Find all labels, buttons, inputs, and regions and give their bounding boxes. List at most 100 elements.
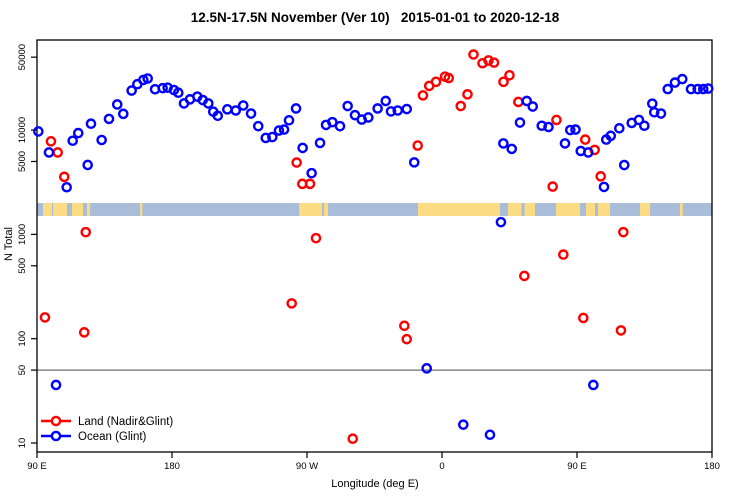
y-tick-label: 5000	[17, 151, 28, 172]
x-axis-title: Longitude (deg E)	[331, 478, 419, 490]
scatter-point-ocean	[33, 126, 44, 137]
scatter-point-ocean	[157, 82, 168, 94]
scatter-point-land	[59, 171, 70, 183]
legend-marker	[50, 430, 62, 442]
scatter-point-ocean	[614, 122, 625, 134]
scatter-point-land	[45, 136, 57, 147]
legend-label: Ocean (Glint)	[78, 431, 147, 443]
scatter-point-land	[455, 100, 467, 112]
scatter-point-ocean	[342, 100, 353, 112]
scatter-point-ocean	[363, 112, 374, 123]
scatter-point-land	[519, 270, 530, 282]
scatter-point-ocean	[306, 167, 317, 179]
map-band-land	[299, 202, 322, 217]
scatter-point-ocean	[598, 181, 610, 193]
scatter-point-ocean	[126, 85, 137, 96]
scatter-point-ocean	[85, 118, 97, 130]
scatter-point-land	[347, 433, 359, 444]
scatter-point-land	[468, 49, 479, 60]
scatter-point-ocean	[202, 98, 214, 109]
scatter-point-ocean	[314, 137, 326, 149]
scatter-point-ocean	[506, 143, 518, 155]
map-band-land	[53, 202, 67, 217]
legend-marker	[50, 415, 62, 427]
scatter-point-land	[483, 55, 494, 66]
scatter-point-ocean	[267, 131, 278, 143]
scatter-point-land	[417, 90, 429, 101]
scatter-point-ocean	[230, 105, 242, 116]
map-band-land	[640, 202, 651, 217]
scatter-point-ocean	[527, 101, 539, 112]
scatter-point-land	[430, 76, 442, 88]
map-band-land	[586, 202, 595, 217]
scatter-point-land	[513, 96, 524, 108]
scatter-point-land	[39, 312, 51, 323]
scatter-point-land	[595, 171, 607, 182]
scatter-point-ocean	[172, 87, 184, 99]
scatter-point-ocean	[559, 138, 571, 149]
scatter-point-ocean	[648, 106, 660, 118]
scatter-point-ocean	[283, 115, 295, 126]
scatter-point-ocean	[521, 95, 533, 107]
scatter-point-ocean	[103, 113, 115, 125]
map-band-land	[71, 202, 84, 217]
scatter-point-ocean	[605, 130, 617, 142]
scatter-point-ocean	[142, 73, 153, 84]
x-tick-label: 0	[439, 461, 444, 472]
scatter-point-ocean	[252, 120, 264, 132]
scatter-point-ocean	[698, 83, 709, 95]
scatter-point-land	[488, 57, 500, 68]
x-tick-label: 180	[164, 461, 180, 472]
scatter-point-land	[412, 140, 424, 151]
scatter-point-ocean	[334, 120, 346, 132]
scatter-point-land	[615, 325, 627, 336]
scatter-point-land	[401, 333, 413, 345]
scatter-point-ocean	[662, 83, 674, 95]
scatter-point-ocean	[260, 132, 272, 144]
map-band-land	[508, 202, 522, 217]
scatter-point-land	[443, 72, 455, 84]
scatter-point-ocean	[647, 98, 658, 109]
scatter-point-ocean	[639, 120, 650, 132]
scatter-point-ocean	[408, 157, 420, 168]
scatter-point-ocean	[212, 110, 224, 122]
map-band-land	[418, 202, 501, 217]
scatter-point-ocean	[237, 100, 249, 111]
scatter-point-ocean	[96, 134, 107, 146]
scatter-point-ocean	[327, 116, 338, 128]
scatter-point-ocean	[633, 114, 645, 126]
scatter-point-land	[78, 327, 90, 338]
scatter-point-ocean	[273, 125, 285, 136]
x-tick-label: 180	[704, 461, 720, 472]
scatter-point-land	[304, 178, 316, 190]
scatter-point-ocean	[385, 106, 397, 117]
scatter-point-ocean	[278, 124, 290, 135]
scatter-point-land	[399, 320, 410, 332]
scatter-point-land	[80, 226, 92, 238]
y-tick-label: 10	[17, 438, 28, 449]
y-tick-label: 50000	[17, 44, 28, 70]
scatter-point-ocean	[692, 83, 704, 95]
scatter-point-ocean	[421, 363, 433, 374]
scatter-point-ocean	[685, 83, 697, 95]
scatter-point-ocean	[380, 95, 392, 107]
map-band-land	[43, 202, 52, 217]
scatter-point-ocean	[50, 379, 62, 391]
scatter-point-ocean	[484, 429, 496, 441]
scatter-point-ocean	[543, 121, 554, 133]
scatter-point-ocean	[82, 159, 93, 171]
scatter-point-ocean	[245, 108, 257, 119]
scatter-point-land	[462, 89, 473, 100]
scatter-point-land	[498, 76, 509, 88]
scatter-point-ocean	[457, 419, 469, 430]
scatter-point-land	[286, 298, 298, 309]
scatter-point-ocean	[495, 216, 507, 228]
scatter-point-land	[291, 157, 302, 168]
scatter-point-ocean	[72, 127, 84, 139]
map-band-land	[598, 202, 610, 217]
scatter-point-land	[310, 232, 322, 244]
map-band-land	[323, 202, 328, 217]
scatter-point-ocean	[588, 379, 599, 391]
y-tick-label: 50	[17, 365, 28, 376]
